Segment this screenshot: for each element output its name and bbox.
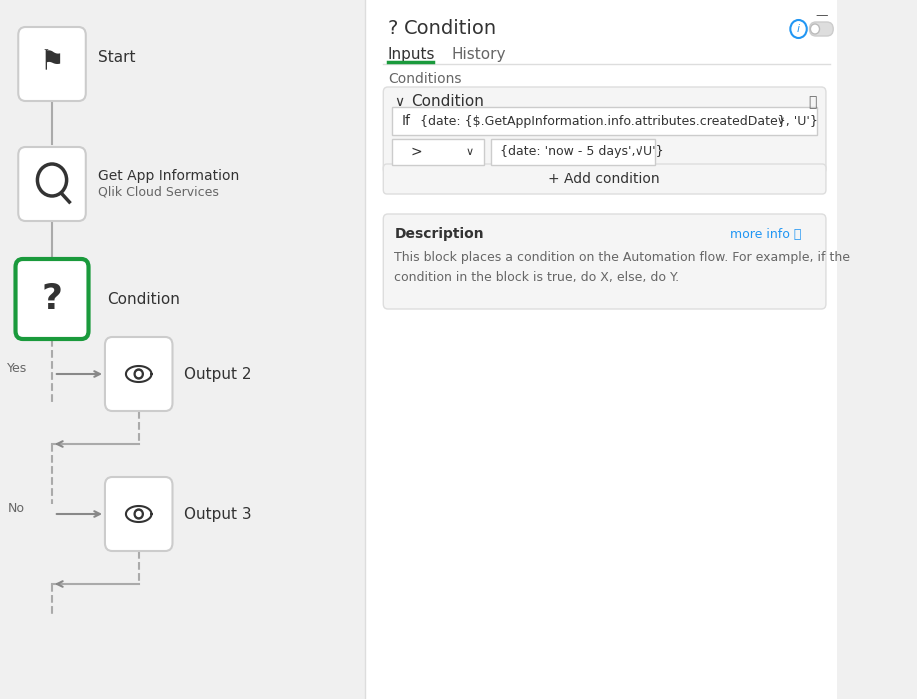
Text: Condition: Condition bbox=[403, 20, 496, 38]
Text: No: No bbox=[7, 501, 25, 514]
Bar bbox=[392, 139, 483, 165]
Text: Start: Start bbox=[97, 50, 135, 66]
Bar bbox=[392, 107, 817, 135]
Text: ⚑: ⚑ bbox=[39, 48, 64, 76]
FancyBboxPatch shape bbox=[16, 259, 89, 339]
Text: ∨: ∨ bbox=[776, 116, 784, 126]
Circle shape bbox=[137, 512, 141, 517]
Text: Inputs: Inputs bbox=[388, 47, 436, 62]
FancyBboxPatch shape bbox=[383, 164, 826, 194]
Text: + Add condition: + Add condition bbox=[548, 172, 660, 186]
Text: ?: ? bbox=[388, 20, 398, 38]
Text: 🗑: 🗑 bbox=[808, 95, 816, 109]
Bar bbox=[491, 139, 656, 165]
Text: If: If bbox=[402, 114, 411, 128]
Text: ∨: ∨ bbox=[466, 147, 474, 157]
Text: —: — bbox=[815, 10, 828, 22]
Text: i: i bbox=[797, 24, 801, 34]
Text: History: History bbox=[452, 47, 506, 62]
Text: ?: ? bbox=[41, 282, 62, 316]
Text: Get App Information: Get App Information bbox=[97, 169, 239, 183]
Circle shape bbox=[134, 369, 143, 379]
FancyBboxPatch shape bbox=[383, 214, 826, 309]
Circle shape bbox=[137, 371, 141, 377]
Text: more info ⧉: more info ⧉ bbox=[730, 227, 801, 240]
Text: Output 2: Output 2 bbox=[184, 366, 252, 382]
Text: {date: {$.GetAppInformation.info.attributes.createdDate}, 'U'}: {date: {$.GetAppInformation.info.attribu… bbox=[420, 115, 818, 127]
Text: Qlik Cloud Services: Qlik Cloud Services bbox=[97, 185, 218, 199]
Text: Condition: Condition bbox=[411, 94, 483, 110]
FancyBboxPatch shape bbox=[810, 22, 834, 36]
FancyBboxPatch shape bbox=[105, 477, 172, 551]
Text: Condition: Condition bbox=[106, 291, 180, 306]
Text: condition in the block is true, do X, else, do Y.: condition in the block is true, do X, el… bbox=[394, 271, 679, 284]
Text: This block places a condition on the Automation flow. For example, if the: This block places a condition on the Aut… bbox=[394, 250, 850, 264]
FancyBboxPatch shape bbox=[18, 147, 86, 221]
Text: >: > bbox=[411, 145, 423, 159]
Text: Description: Description bbox=[394, 227, 484, 241]
Text: Output 3: Output 3 bbox=[184, 507, 252, 521]
Text: Conditions: Conditions bbox=[388, 72, 461, 86]
Circle shape bbox=[811, 24, 820, 34]
Text: Yes: Yes bbox=[7, 361, 28, 375]
Bar bbox=[365, 0, 837, 699]
Bar bbox=[0, 0, 365, 699]
Text: {date: 'now - 5 days', 'U'}: {date: 'now - 5 days', 'U'} bbox=[500, 145, 664, 159]
Circle shape bbox=[134, 509, 143, 519]
Text: ∨: ∨ bbox=[635, 147, 643, 157]
FancyBboxPatch shape bbox=[18, 27, 86, 101]
FancyBboxPatch shape bbox=[105, 337, 172, 411]
Text: ∨: ∨ bbox=[394, 95, 404, 109]
FancyBboxPatch shape bbox=[383, 87, 826, 174]
